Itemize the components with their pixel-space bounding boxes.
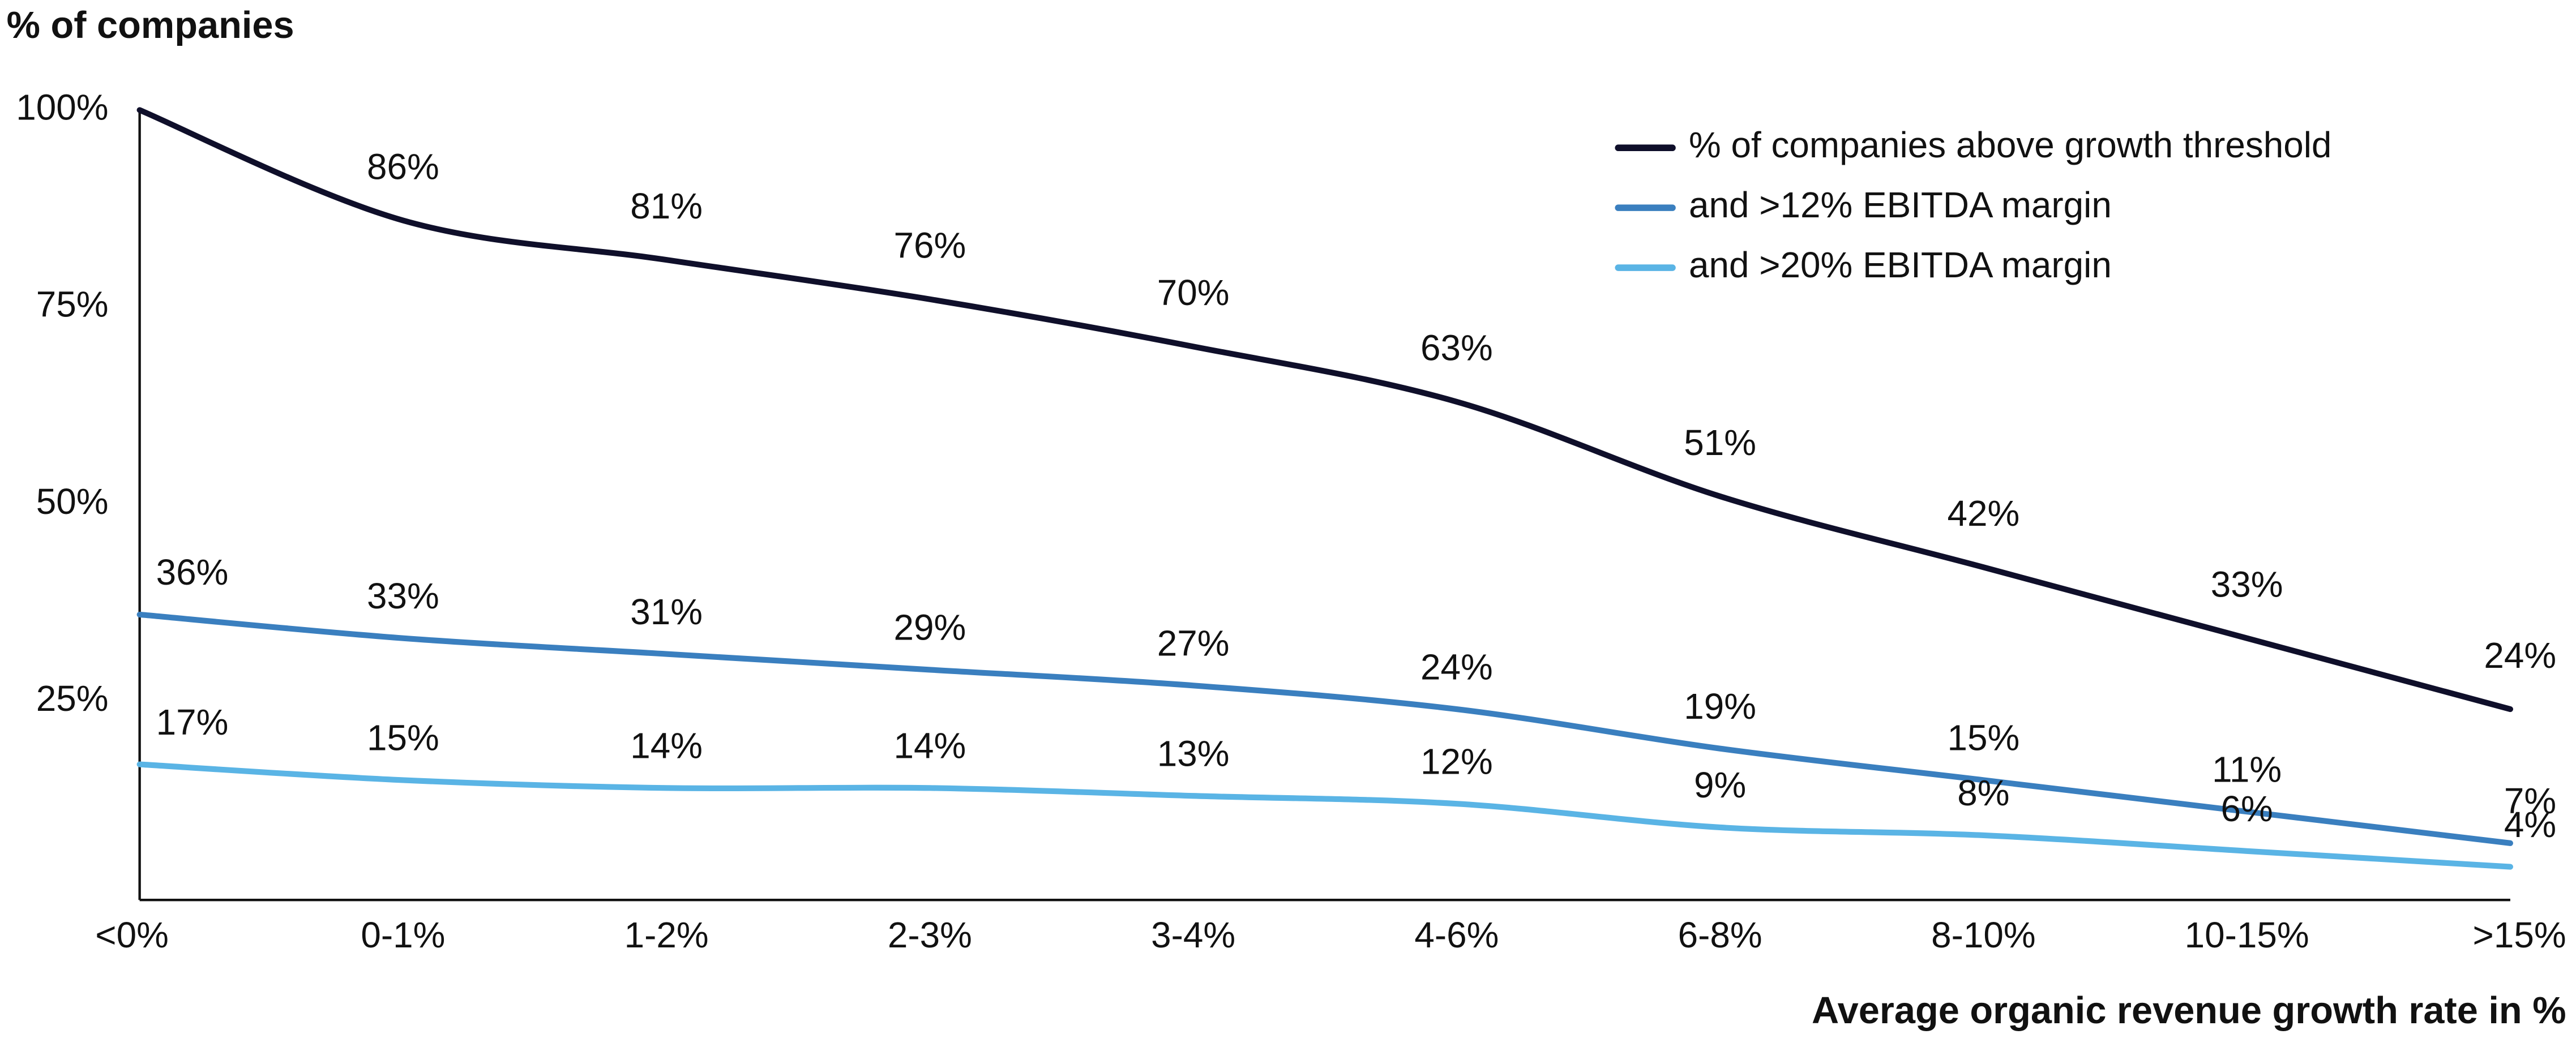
data-label: 17% — [156, 702, 229, 743]
series-line — [136, 611, 2514, 846]
data-label: 14% — [630, 726, 703, 766]
x-tick-label: 4-6% — [1414, 915, 1499, 955]
legend-label: and >12% EBITDA margin — [1689, 184, 2112, 225]
data-label: 33% — [2211, 564, 2283, 605]
data-label: 81% — [630, 186, 703, 226]
data-label: 7% — [2504, 780, 2556, 821]
series-line — [136, 761, 2514, 870]
y-axis-title: % of companies — [7, 5, 294, 46]
y-tick-label: 75% — [36, 284, 109, 325]
x-tick-label: 10-15% — [2185, 915, 2309, 955]
x-tick-label: 0-1% — [361, 915, 445, 955]
data-label: 11% — [2212, 749, 2282, 789]
data-label: 9% — [1694, 765, 1746, 805]
data-label: 24% — [2484, 635, 2556, 676]
y-tick-label: 50% — [36, 481, 109, 522]
x-tick-label: 6-8% — [1678, 915, 1762, 955]
data-label: 6% — [2221, 788, 2273, 829]
data-label: 15% — [367, 718, 439, 758]
data-label: 12% — [1420, 741, 1493, 782]
y-tick-label: 25% — [36, 678, 109, 719]
x-tick-label: 1-2% — [624, 915, 709, 955]
data-label: 63% — [1420, 328, 1493, 368]
x-tick-label: 8-10% — [1931, 915, 2036, 955]
legend-label: % of companies above growth threshold — [1689, 125, 2331, 165]
data-label: 24% — [1420, 646, 1493, 687]
data-label: 14% — [894, 726, 966, 766]
x-axis-title: Average organic revenue growth rate in % — [1812, 990, 2566, 1032]
legend-label: and >20% EBITDA margin — [1689, 244, 2112, 285]
y-tick-label: 100% — [16, 87, 108, 127]
data-label: 51% — [1684, 422, 1756, 463]
data-label: 13% — [1157, 733, 1230, 774]
data-label: 4% — [2504, 804, 2556, 845]
x-tick-label: 3-4% — [1151, 915, 1235, 955]
data-label: 76% — [894, 225, 966, 266]
data-label: 27% — [1157, 623, 1230, 663]
data-label: 42% — [1948, 493, 2020, 534]
data-label: 86% — [367, 146, 439, 187]
data-label: 31% — [630, 591, 703, 632]
data-label: 19% — [1684, 686, 1756, 727]
data-label: 33% — [367, 576, 439, 616]
x-tick-label: <0% — [95, 915, 169, 955]
x-tick-label: >15% — [2473, 915, 2566, 955]
data-label: 29% — [894, 607, 966, 648]
x-tick-label: 2-3% — [888, 915, 972, 955]
data-label: 8% — [1957, 773, 2009, 813]
data-label: 70% — [1157, 272, 1230, 313]
series-line — [136, 107, 2514, 713]
data-label: 15% — [1948, 718, 2020, 758]
data-label: 36% — [156, 552, 229, 593]
